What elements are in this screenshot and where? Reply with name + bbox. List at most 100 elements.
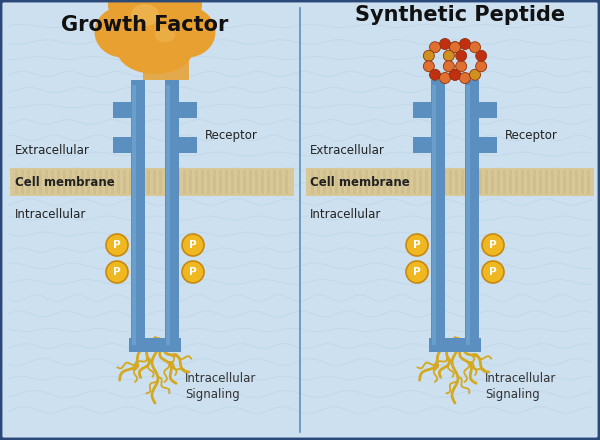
Ellipse shape [132,0,178,32]
Circle shape [482,261,504,283]
Bar [141,170,144,194]
Text: P: P [413,267,421,277]
Bar [413,102,431,118]
Bar [395,170,398,194]
Bar [113,137,131,153]
Bar [261,170,264,194]
Bar [503,170,506,194]
Text: Intracellular
Signaling: Intracellular Signaling [485,372,556,401]
Bar [93,170,96,194]
Text: Receptor: Receptor [505,128,558,142]
Bar [249,170,252,194]
Bar [425,170,428,194]
Bar [557,170,560,194]
Circle shape [449,69,461,80]
Bar [117,170,120,194]
Text: Extracellular: Extracellular [310,143,385,157]
Circle shape [476,61,487,72]
Bar [419,170,422,194]
Bar [335,170,338,194]
Bar [389,170,392,194]
Bar [81,170,84,194]
Text: P: P [189,267,197,277]
Bar [347,170,350,194]
Bar [401,170,404,194]
Bar [129,338,181,352]
Bar [51,170,54,194]
Text: Growth Factor: Growth Factor [61,15,229,35]
Text: P: P [489,267,497,277]
Bar [87,170,90,194]
Bar [461,170,464,194]
Circle shape [439,39,451,50]
Bar [219,170,222,194]
Bar [306,168,594,196]
Bar [129,170,132,194]
Bar [267,170,270,194]
Ellipse shape [155,27,175,43]
Text: P: P [113,267,121,277]
Bar [39,170,42,194]
Bar [383,170,386,194]
Bar [171,170,174,194]
Bar [285,170,288,194]
Bar [431,170,434,194]
Bar [213,170,216,194]
Bar [467,170,470,194]
Ellipse shape [108,0,146,24]
Bar [323,170,326,194]
Bar [341,170,344,194]
Circle shape [443,50,454,61]
Bar [479,137,497,153]
Circle shape [449,42,461,53]
Bar [195,170,198,194]
Bar [437,170,440,194]
Bar [329,170,332,194]
Bar [147,170,150,194]
Bar [563,170,566,194]
Bar [21,170,24,194]
Bar [189,170,192,194]
Bar [353,170,356,194]
Bar [15,170,18,194]
Text: Receptor: Receptor [205,128,258,142]
Bar [527,170,530,194]
Text: P: P [489,240,497,250]
Circle shape [430,69,440,80]
Bar [455,170,458,194]
Text: Extracellular: Extracellular [15,143,90,157]
Circle shape [106,261,128,283]
Bar [165,170,168,194]
Bar [317,170,320,194]
Circle shape [469,69,481,80]
Ellipse shape [131,4,159,26]
Text: Cell membrane: Cell membrane [15,176,115,188]
Text: Intracellular
Signaling: Intracellular Signaling [185,372,256,401]
Bar [27,170,30,194]
Bar [466,85,470,345]
Bar [237,170,240,194]
Bar [207,170,210,194]
Circle shape [443,61,454,72]
Bar [166,85,170,345]
Circle shape [449,69,460,80]
Bar [473,170,476,194]
Bar [105,170,108,194]
Bar [509,170,512,194]
Bar [431,80,445,350]
Bar [132,85,136,345]
Bar [177,170,180,194]
Circle shape [460,73,470,84]
Bar [485,170,488,194]
Bar [569,170,572,194]
Circle shape [106,234,128,256]
Text: P: P [189,240,197,250]
Bar [377,170,380,194]
Circle shape [455,50,467,61]
Text: P: P [113,240,121,250]
Circle shape [430,42,440,53]
Bar [413,137,431,153]
Bar [131,80,145,350]
Bar [497,170,500,194]
Bar [179,102,197,118]
